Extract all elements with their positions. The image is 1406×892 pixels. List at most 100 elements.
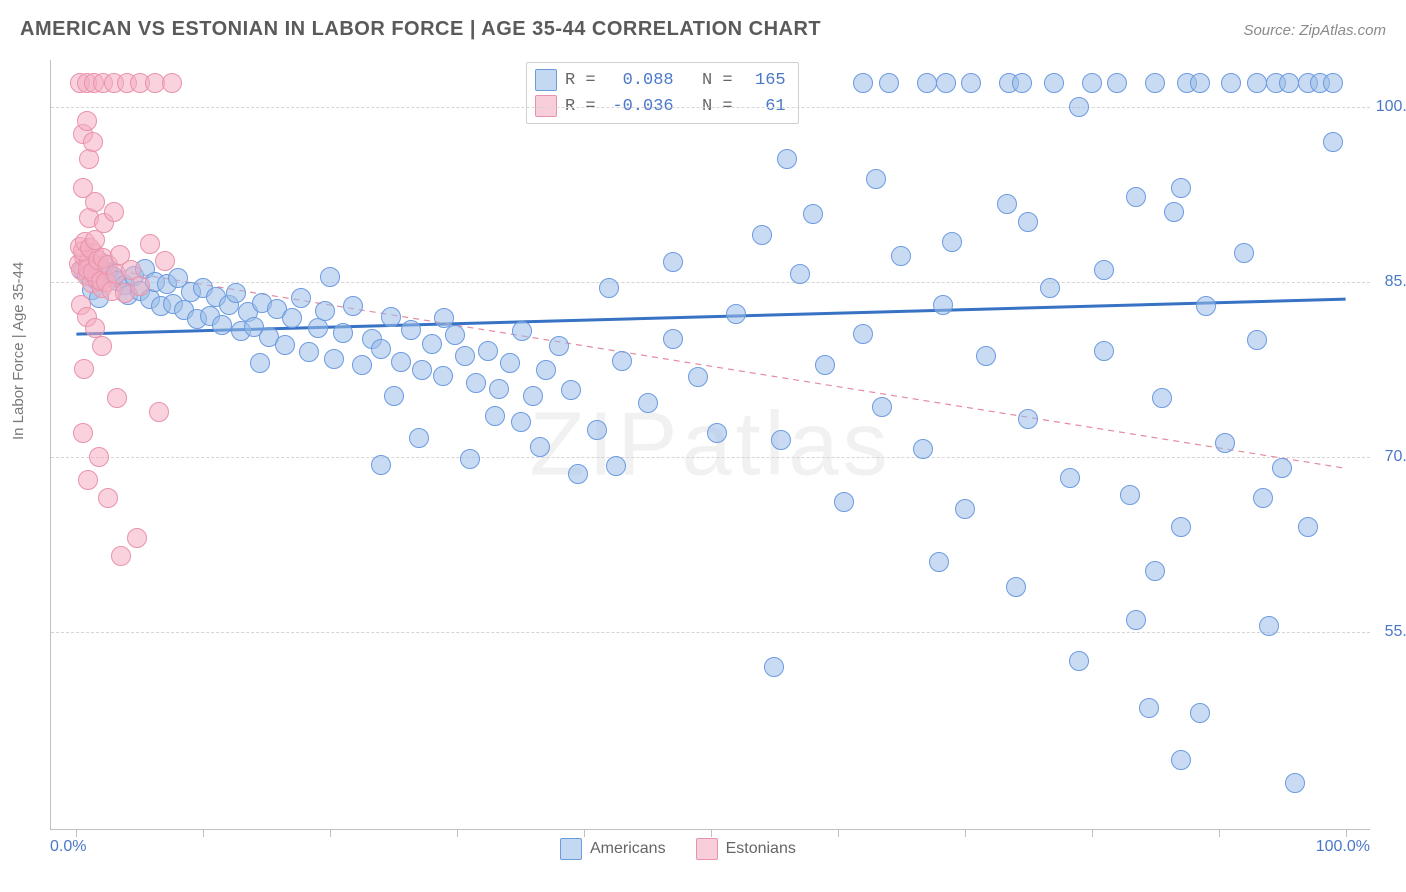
y-axis-label: In Labor Force | Age 35-44 [10,262,27,440]
scatter-point [489,379,509,399]
scatter-point [568,464,588,484]
scatter-point [352,355,372,375]
scatter-point [1082,73,1102,93]
scatter-point [1040,278,1060,298]
scatter-point [961,73,981,93]
scatter-point [549,336,569,356]
chart-title: AMERICAN VS ESTONIAN IN LABOR FORCE | AG… [20,18,821,41]
scatter-point [92,336,112,356]
scatter-point [587,420,607,440]
scatter-point [1234,243,1254,263]
scatter-point [1018,212,1038,232]
series-legend: AmericansEstonians [560,838,796,860]
scatter-point [1247,73,1267,93]
scatter-point [561,380,581,400]
scatter-point [1215,433,1235,453]
scatter-point [343,296,363,316]
scatter-point [663,329,683,349]
scatter-point [412,360,432,380]
scatter-point [1069,97,1089,117]
x-tick [457,829,458,837]
scatter-point [872,397,892,417]
scatter-point [1323,73,1343,93]
trend-lines [51,60,1371,830]
x-axis-min-label: 0.0% [50,838,86,856]
scatter-point [976,346,996,366]
scatter-point [1323,132,1343,152]
scatter-point [434,308,454,328]
scatter-point [78,470,98,490]
scatter-point [879,73,899,93]
scatter-point [333,323,353,343]
scatter-point [1272,458,1292,478]
scatter-point [1126,187,1146,207]
scatter-plot-area: ZIPatlas R = 0.088 N = 165R = -0.036 N =… [50,60,1370,830]
scatter-point [1139,698,1159,718]
legend-swatch [560,838,582,860]
scatter-point [1285,773,1305,793]
scatter-point [891,246,911,266]
scatter-point [612,351,632,371]
scatter-point [409,428,429,448]
scatter-point [299,342,319,362]
scatter-point [1145,561,1165,581]
scatter-point [433,366,453,386]
scatter-point [77,111,97,131]
scatter-point [599,278,619,298]
scatter-point [536,360,556,380]
scatter-point [913,439,933,459]
scatter-point [688,367,708,387]
scatter-point [83,132,103,152]
scatter-point [1094,341,1114,361]
scatter-point [530,437,550,457]
scatter-point [149,402,169,422]
scatter-point [803,204,823,224]
scatter-point [73,423,93,443]
scatter-point [606,456,626,476]
scatter-point [107,388,127,408]
scatter-point [942,232,962,252]
scatter-point [79,149,99,169]
scatter-point [324,349,344,369]
scatter-point [1190,73,1210,93]
scatter-point [250,353,270,373]
scatter-point [104,202,124,222]
scatter-point [1126,610,1146,630]
x-tick [1092,829,1093,837]
scatter-point [764,657,784,677]
scatter-point [1247,330,1267,350]
y-tick-label: 55.0% [1385,623,1406,641]
scatter-point [1190,703,1210,723]
scatter-point [929,552,949,572]
scatter-point [1259,616,1279,636]
scatter-point [1298,517,1318,537]
scatter-point [933,295,953,315]
scatter-point [1120,485,1140,505]
scatter-point [1006,577,1026,597]
legend-item: Estonians [696,838,796,860]
scatter-point [853,73,873,93]
scatter-point [1018,409,1038,429]
scatter-point [1152,388,1172,408]
scatter-point [320,267,340,287]
x-tick [1219,829,1220,837]
x-tick [965,829,966,837]
scatter-point [140,234,160,254]
x-tick [711,829,712,837]
scatter-point [955,499,975,519]
scatter-point [512,321,532,341]
scatter-point [445,325,465,345]
scatter-point [478,341,498,361]
scatter-point [936,73,956,93]
scatter-point [1279,73,1299,93]
scatter-point [455,346,475,366]
scatter-point [1253,488,1273,508]
scatter-point [1012,73,1032,93]
scatter-point [384,386,404,406]
scatter-point [111,546,131,566]
scatter-point [130,276,150,296]
scatter-point [460,449,480,469]
scatter-point [282,308,302,328]
scatter-point [511,412,531,432]
scatter-point [638,393,658,413]
